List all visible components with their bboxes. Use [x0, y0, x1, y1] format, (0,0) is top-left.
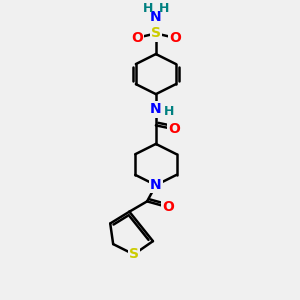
Text: H: H [164, 105, 175, 118]
Text: S: S [151, 26, 161, 40]
Text: H: H [142, 2, 153, 16]
Text: N: N [150, 178, 162, 192]
Text: H: H [159, 2, 169, 16]
Text: N: N [150, 102, 162, 116]
Text: O: O [131, 31, 143, 45]
Text: O: O [168, 122, 180, 136]
Text: O: O [162, 200, 174, 214]
Text: N: N [150, 10, 162, 24]
Text: S: S [129, 248, 139, 261]
Text: O: O [169, 31, 181, 45]
